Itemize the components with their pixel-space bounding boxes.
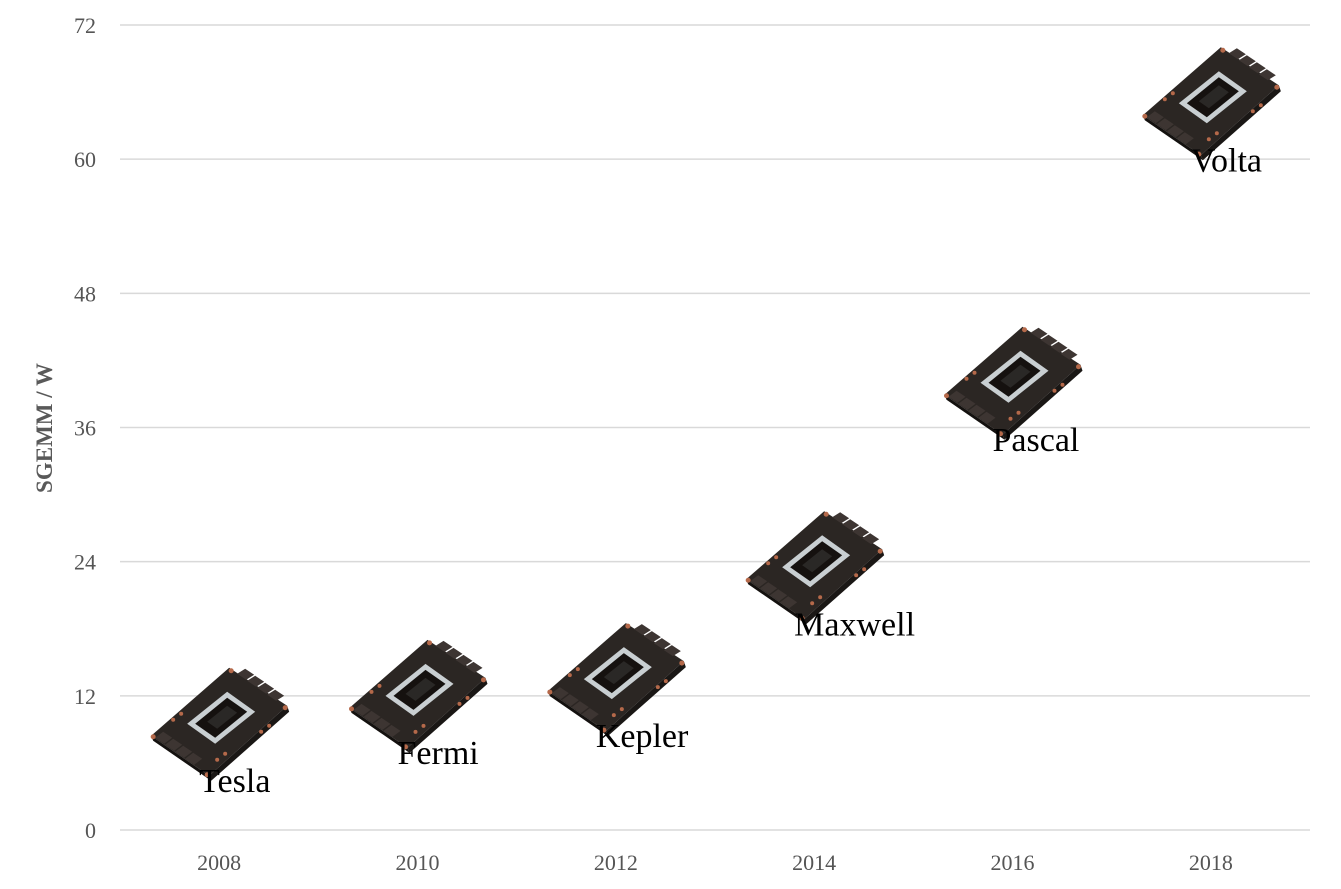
gridlines xyxy=(120,24,1310,831)
y-axis-label: SGEMM / W xyxy=(32,363,57,493)
y-tick-label: 36 xyxy=(74,416,96,441)
data-point-fermi: Fermi xyxy=(349,639,488,772)
y-tick-label: 24 xyxy=(74,550,96,575)
x-tick-label: 2018 xyxy=(1189,850,1233,875)
x-tick-label: 2012 xyxy=(594,850,638,875)
x-tick-label: 2008 xyxy=(197,850,241,875)
x-tick-label: 2014 xyxy=(792,850,836,875)
point-label: Maxwell xyxy=(794,606,915,643)
data-points: Tesla Fermi Kepler Maxwell Pascal Volta xyxy=(150,47,1281,800)
point-label: Tesla xyxy=(199,763,270,800)
y-tick-label: 0 xyxy=(85,818,96,843)
x-tick-label: 2010 xyxy=(396,850,440,875)
data-point-maxwell: Maxwell xyxy=(745,511,915,643)
point-label: Fermi xyxy=(398,735,479,772)
data-point-volta: Volta xyxy=(1142,47,1281,179)
point-label: Volta xyxy=(1191,142,1262,179)
x-tick-label: 2016 xyxy=(991,850,1035,875)
data-point-kepler: Kepler xyxy=(547,623,689,755)
y-tick-label: 72 xyxy=(74,13,96,38)
y-tick-label: 48 xyxy=(74,281,96,306)
point-label: Pascal xyxy=(993,422,1080,459)
y-tick-label: 12 xyxy=(74,684,96,709)
data-point-pascal: Pascal xyxy=(944,326,1083,459)
y-axis-ticks: 0 12 24 36 48 60 72 xyxy=(74,13,96,843)
point-label: Kepler xyxy=(596,718,689,755)
data-point-tesla: Tesla xyxy=(150,667,290,800)
y-tick-label: 60 xyxy=(74,147,96,172)
x-axis-ticks: 2008 2010 2012 2014 2016 2018 xyxy=(197,850,1233,875)
